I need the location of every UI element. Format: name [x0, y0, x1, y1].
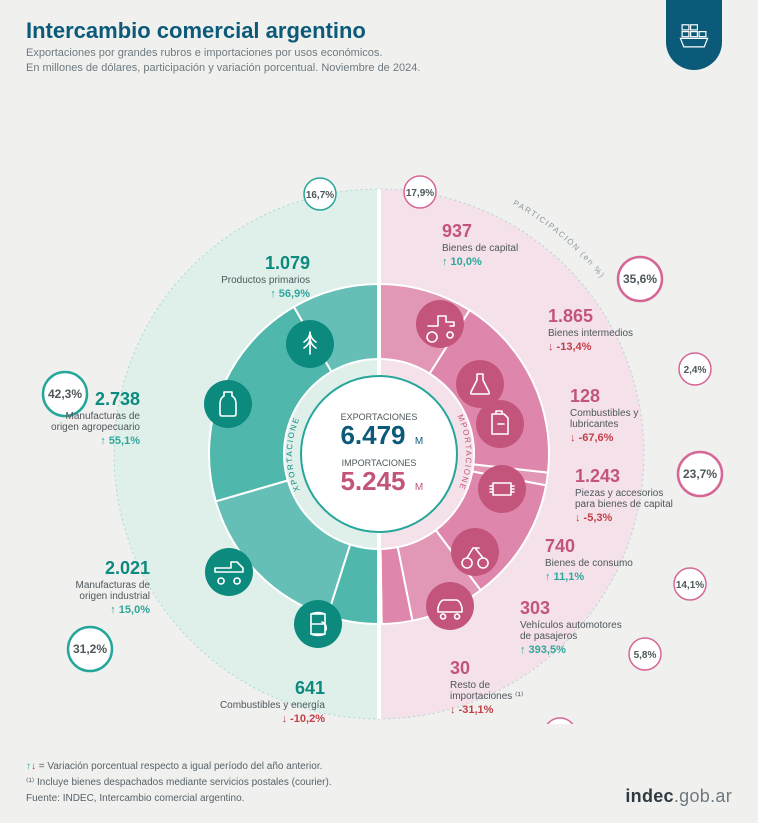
title: Intercambio comercial argentino: [26, 18, 732, 44]
svg-text:17,9%: 17,9%: [406, 188, 434, 199]
svg-text:14,1%: 14,1%: [676, 580, 704, 591]
svg-text:16,7%: 16,7%: [306, 190, 334, 201]
svg-text:128: 128: [570, 386, 600, 406]
svg-text:2.021: 2.021: [105, 558, 150, 578]
indec-logo: indec.gob.ar: [625, 782, 732, 811]
svg-text:↓ -31,1%: ↓ -31,1%: [450, 704, 494, 716]
svg-text:Piezas y accesoriospara bienes: Piezas y accesoriospara bienes de capita…: [575, 488, 673, 510]
svg-text:↓ -5,3%: ↓ -5,3%: [575, 512, 613, 524]
svg-text:1.079: 1.079: [265, 253, 310, 273]
svg-text:Bienes de capital: Bienes de capital: [442, 243, 518, 254]
svg-text:6.479: 6.479: [340, 420, 405, 450]
header: Intercambio comercial argentino Exportac…: [0, 0, 758, 80]
svg-text:31,2%: 31,2%: [73, 642, 107, 656]
svg-text:1.865: 1.865: [548, 306, 593, 326]
svg-text:↓ -10,2%: ↓ -10,2%: [282, 713, 326, 724]
svg-text:2,4%: 2,4%: [684, 365, 707, 376]
chart-svg: EXPORTACIONES6.479MIMPORTACIONES5.245MEX…: [0, 84, 758, 724]
svg-text:↓ -13,4%: ↓ -13,4%: [548, 341, 592, 353]
svg-text:42,3%: 42,3%: [48, 387, 82, 401]
svg-text:2.738: 2.738: [95, 389, 140, 409]
svg-text:M: M: [415, 482, 423, 493]
svg-text:Vehículos automotoresde pasaje: Vehículos automotoresde pasajeros: [520, 620, 622, 642]
svg-text:M: M: [415, 436, 423, 447]
footer-line1: ↑↓ = Variación porcentual respecto a igu…: [26, 759, 732, 775]
svg-text:↑ 393,5%: ↑ 393,5%: [520, 644, 566, 656]
svg-text:5,8%: 5,8%: [634, 650, 657, 661]
ship-badge: [666, 0, 722, 70]
svg-text:303: 303: [520, 598, 550, 618]
svg-text:Combustibles y energía: Combustibles y energía: [220, 700, 325, 711]
svg-text:1.243: 1.243: [575, 466, 620, 486]
svg-text:23,7%: 23,7%: [683, 467, 717, 481]
footer: ↑↓ = Variación porcentual respecto a igu…: [26, 759, 732, 807]
svg-text:↑ 15,0%: ↑ 15,0%: [110, 604, 150, 616]
svg-text:Manufacturas deorigen industri: Manufacturas deorigen industrial: [76, 580, 151, 602]
svg-text:↑ 10,0%: ↑ 10,0%: [442, 256, 482, 268]
svg-text:35,6%: 35,6%: [623, 272, 657, 286]
page-root: Intercambio comercial argentino Exportac…: [0, 0, 758, 823]
svg-text:↑ 56,9%: ↑ 56,9%: [270, 288, 310, 300]
ship-icon: [677, 18, 711, 52]
svg-text:Bienes de consumo: Bienes de consumo: [545, 558, 633, 569]
svg-text:30: 30: [450, 658, 470, 678]
subtitle: Exportaciones por grandes rubros e impor…: [26, 46, 546, 76]
svg-text:Productos primarios: Productos primarios: [221, 275, 310, 286]
svg-text:5.245: 5.245: [340, 466, 405, 496]
svg-text:740: 740: [545, 536, 575, 556]
svg-text:937: 937: [442, 221, 472, 241]
chart: EXPORTACIONES6.479MIMPORTACIONES5.245MEX…: [0, 84, 758, 724]
svg-text:↓ -67,6%: ↓ -67,6%: [570, 432, 614, 444]
svg-text:↑ 55,1%: ↑ 55,1%: [100, 435, 140, 447]
svg-text:↑ 11,1%: ↑ 11,1%: [545, 571, 584, 583]
svg-text:641: 641: [295, 678, 325, 698]
svg-text:Bienes intermedios: Bienes intermedios: [548, 328, 633, 339]
